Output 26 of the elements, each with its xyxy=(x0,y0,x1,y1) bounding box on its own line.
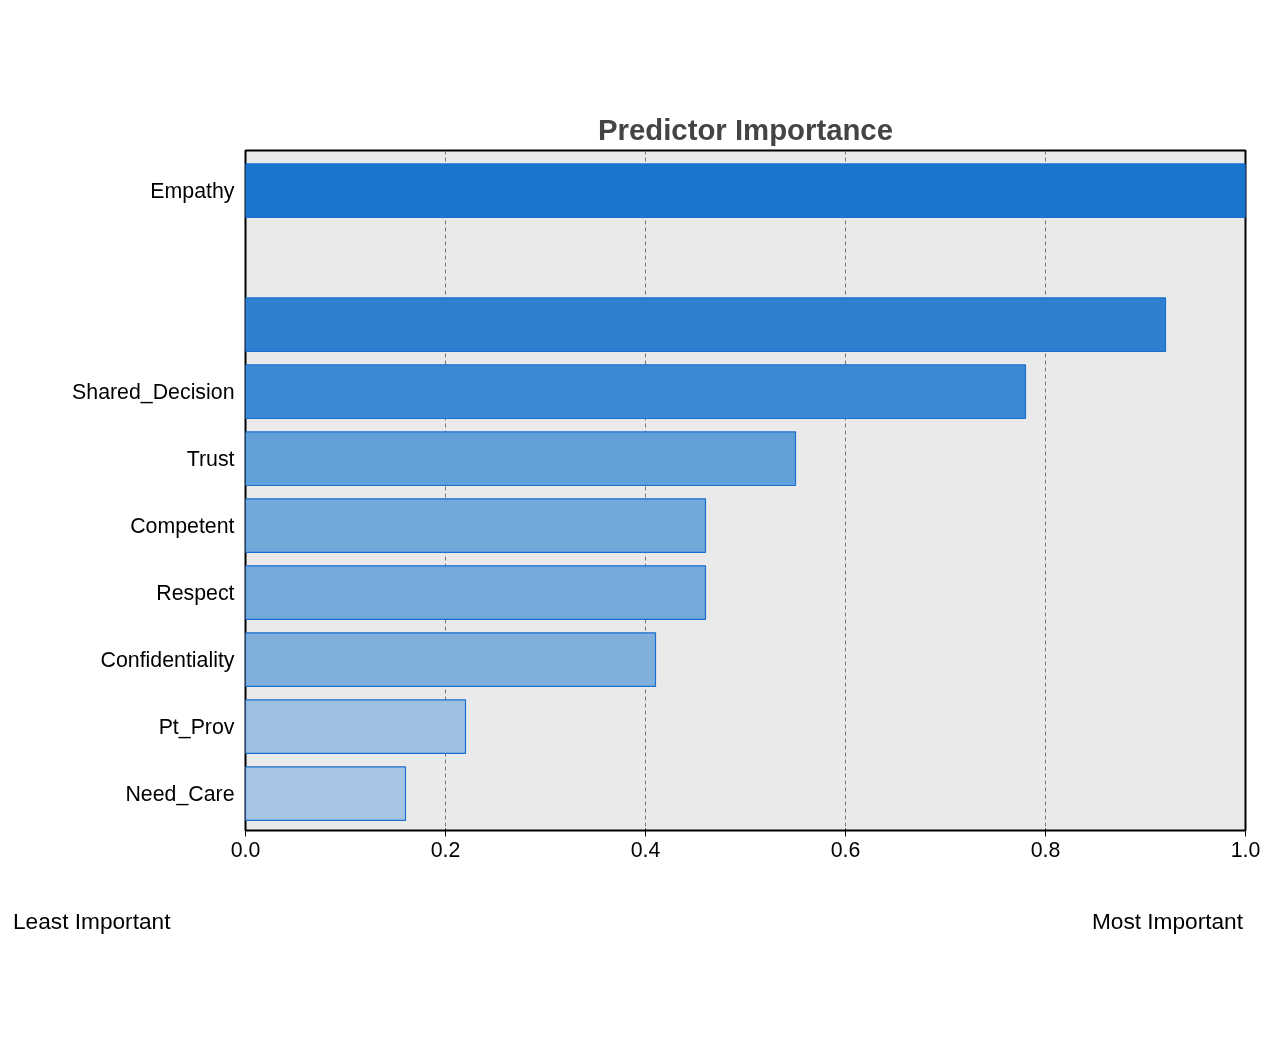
y-tick-label: Need_Care xyxy=(125,781,235,806)
bar xyxy=(245,297,1167,353)
y-tick-label: Respect xyxy=(156,580,235,605)
x-tick-label: 1.0 xyxy=(1230,837,1261,862)
chart-title: Predictor Importance xyxy=(598,112,894,146)
bar xyxy=(245,431,797,487)
y-tick-label: Pt_Prov xyxy=(158,714,235,739)
y-tick-label: Shared_Decision xyxy=(72,379,235,404)
y-tick-label: Competent xyxy=(130,513,235,538)
y-tick-label: Confidentiality xyxy=(100,647,235,672)
bar xyxy=(245,565,707,621)
text: Most Important xyxy=(1091,907,1243,936)
text: Least Important xyxy=(13,907,171,936)
y-tick-label: Trust xyxy=(186,446,235,471)
bar xyxy=(245,163,1246,219)
y-tick-label: Empathy xyxy=(150,178,235,203)
x-tick-label: 0.4 xyxy=(630,837,661,862)
bar xyxy=(245,699,467,755)
x-tick-label: 0.2 xyxy=(430,837,461,862)
x-tick-label: 0.6 xyxy=(830,837,861,862)
bar xyxy=(245,498,707,554)
bar xyxy=(245,766,407,822)
bar xyxy=(245,364,1027,420)
bar xyxy=(245,632,657,688)
x-tick-label: 0.8 xyxy=(1030,837,1061,862)
x-tick-label: 0.0 xyxy=(230,837,261,862)
